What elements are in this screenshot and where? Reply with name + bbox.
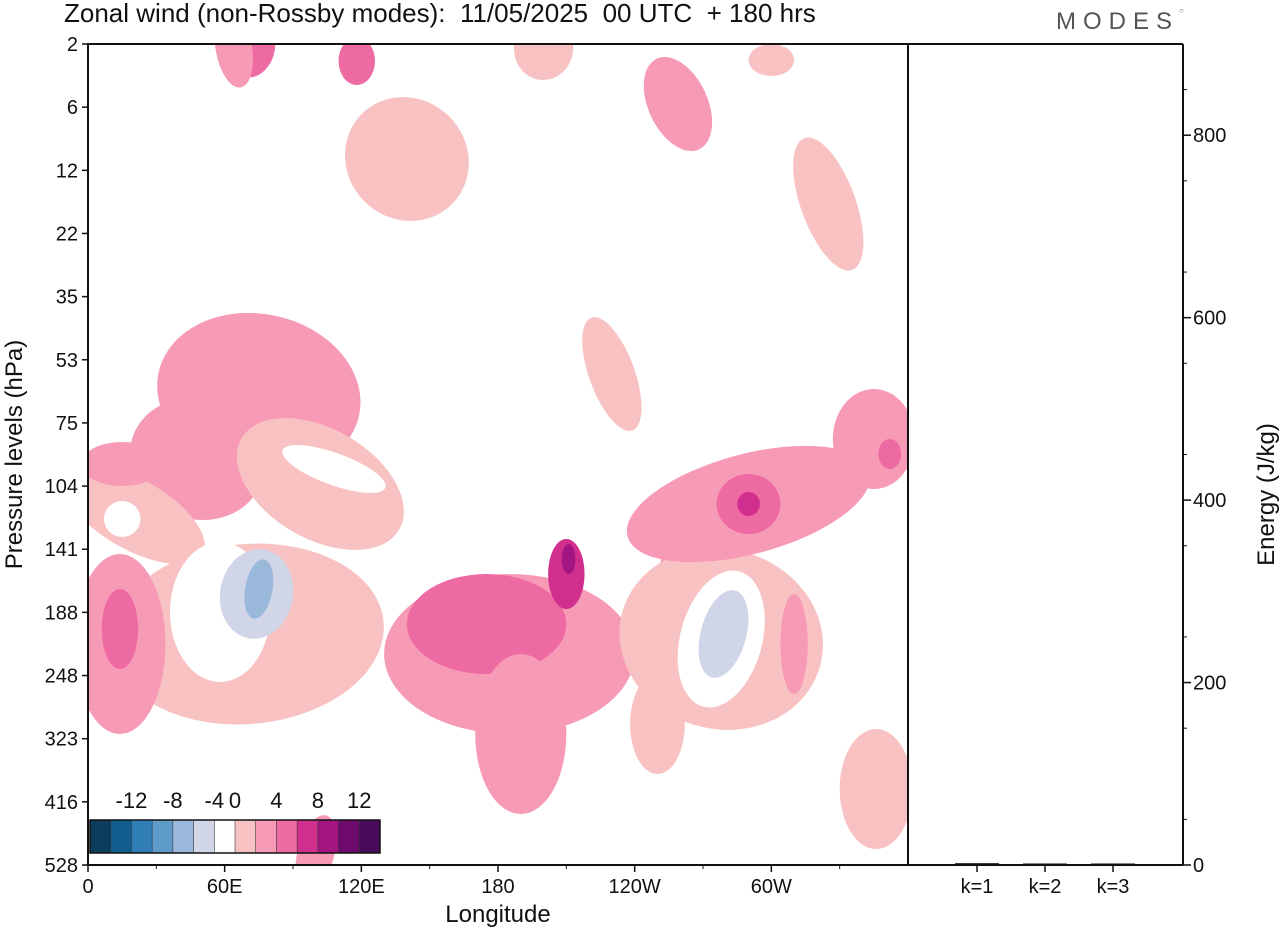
colorbar-label: -8 [163, 788, 183, 813]
heatmap-region [582, 317, 642, 431]
heatmap-region [780, 594, 808, 694]
y-tick-label: 141 [45, 539, 78, 561]
colorbar-swatch [297, 820, 319, 853]
y-tick-label: 323 [45, 729, 78, 751]
heatmap-region [103, 501, 141, 537]
heatmap-region [475, 654, 567, 814]
heatmap-region [214, 44, 254, 88]
y-tick-label: 6 [67, 97, 78, 119]
colorbar-swatch [110, 820, 132, 853]
colorbar: -12 -8 -4 0 4 8 12 [89, 788, 381, 854]
colorbar-swatch [255, 820, 277, 853]
energy-tick-label: 200 [1193, 673, 1226, 695]
heatmap-region [344, 97, 469, 221]
heatmap-region [698, 590, 749, 678]
heatmap-region [338, 44, 375, 85]
y-tick-label: 416 [45, 792, 78, 814]
y-tick-label: 12 [56, 160, 78, 182]
colorbar-swatch [359, 820, 381, 853]
x-axis-label: Longitude [445, 901, 550, 928]
heatmap-region [643, 56, 713, 152]
y-tick-label: 22 [56, 223, 78, 245]
heatmap-region [101, 589, 139, 669]
energy-bar [955, 863, 999, 865]
energy-tick-label: 400 [1193, 490, 1226, 512]
y-tick-label: 75 [56, 413, 78, 435]
energy-bars: 0 200 400 600 800 Energy (J/kg) k=1 k=2 k=3 [955, 89, 1280, 898]
x-tick-label: 60W [751, 876, 792, 898]
colorbar-swatch [214, 820, 236, 853]
energy-bar [1091, 863, 1135, 865]
bar-category-label: k=3 [1097, 876, 1130, 898]
colorbar-swatch [317, 820, 339, 853]
energy-axis-label: Energy (J/kg) [1253, 423, 1280, 566]
colorbar-label: 4 [270, 788, 282, 813]
energy-tick-label: 800 [1193, 125, 1226, 147]
heatmap-region [88, 442, 164, 486]
x-tick-label: 180 [481, 876, 514, 898]
x-tick-label: 120W [609, 876, 661, 898]
y-tick-label: 248 [45, 666, 78, 688]
colorbar-swatch [338, 820, 360, 853]
brand-logo: MODES○ [1056, 6, 1184, 35]
heatmap-region [236, 418, 404, 550]
heatmap-region [548, 539, 585, 609]
y-tick-label: 53 [56, 350, 78, 372]
heatmap-region [630, 674, 685, 774]
heatmap-region [244, 559, 274, 619]
heatmap-region [737, 492, 760, 516]
colorbar-label: 0 [229, 788, 241, 813]
heatmap-region [129, 397, 265, 521]
heatmap-region [513, 44, 574, 80]
x-tick-label: 120E [338, 876, 385, 898]
colorbar-swatch [90, 820, 112, 853]
y-axis-label: Pressure levels (hPa) [1, 340, 28, 569]
y-tick-label: 104 [45, 476, 78, 498]
colorbar-label: -12 [116, 788, 148, 813]
energy-tick-label: 600 [1193, 308, 1226, 330]
heatmap-region [561, 544, 576, 574]
heatmap-region [793, 137, 864, 271]
heatmap-region [748, 44, 795, 76]
colorbar-label: -4 [205, 788, 225, 813]
heatmap-region [832, 389, 908, 489]
colorbar-swatch [193, 820, 215, 853]
heatmap-region [878, 439, 902, 469]
colorbar-swatch [235, 820, 257, 853]
heatmap-region [839, 729, 908, 849]
bar-category-label: k=2 [1029, 876, 1062, 898]
colorbar-label: 12 [347, 788, 371, 813]
colorbar-swatch [131, 820, 153, 853]
bar-category-label: k=1 [961, 876, 994, 898]
y-tick-label: 35 [56, 287, 78, 309]
colorbar-swatch [152, 820, 174, 853]
y-tick-label: 2 [67, 34, 78, 56]
colorbar-swatch [276, 820, 298, 853]
x-tick-label: 0 [82, 876, 93, 898]
heatmap-region [282, 445, 386, 493]
chart-title: Zonal wind (non-Rossby modes): 11/05/202… [64, 0, 816, 28]
colorbar-swatch [172, 820, 194, 853]
y-tick-label: 528 [45, 855, 78, 877]
energy-bar [1023, 863, 1067, 865]
brand-logo-text: MODES [1056, 8, 1180, 35]
colorbar-label: 8 [312, 788, 324, 813]
heatmap-field [88, 44, 908, 865]
heatmap-region [406, 574, 567, 674]
energy-tick-label: 0 [1193, 855, 1204, 877]
x-tick-label: 60E [207, 876, 243, 898]
y-tick-label: 188 [45, 602, 78, 624]
